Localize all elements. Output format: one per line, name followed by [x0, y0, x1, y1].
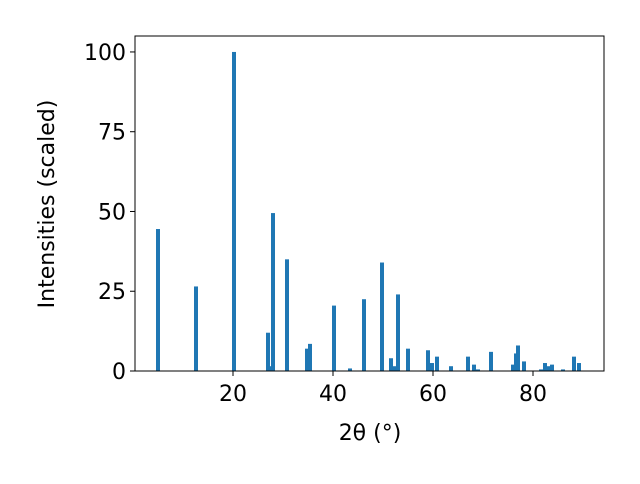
bar: [426, 350, 430, 371]
bar: [547, 366, 551, 371]
x-tick-label: 40: [319, 382, 347, 407]
y-tick-label: 50: [98, 200, 126, 225]
bar: [305, 348, 309, 371]
bar: [392, 366, 396, 371]
bar: [539, 369, 543, 371]
y-tick-label: 100: [84, 41, 126, 66]
bar: [516, 345, 520, 371]
bar: [156, 229, 160, 371]
x-tick-label: 60: [419, 382, 447, 407]
y-tick-label: 25: [98, 280, 126, 305]
x-tick-label: 20: [219, 382, 247, 407]
y-tick-label: 0: [112, 360, 126, 385]
bar: [396, 294, 400, 371]
bar: [522, 361, 526, 371]
bar: [472, 364, 476, 371]
bar: [232, 51, 236, 371]
bar: [389, 358, 393, 371]
bar: [285, 259, 289, 371]
bar: [476, 369, 480, 371]
bar: [362, 299, 366, 371]
bar: [430, 363, 434, 371]
y-tick-label: 75: [98, 121, 126, 146]
y-axis-label: Intensities (scaled): [35, 100, 60, 309]
bar: [348, 368, 352, 371]
bar: [449, 366, 453, 371]
bar: [511, 364, 515, 371]
bar: [577, 363, 581, 371]
x-axis-label: 2θ (°): [339, 421, 402, 446]
bar: [435, 356, 439, 371]
x-tick-label: 80: [519, 382, 547, 407]
bar: [194, 286, 198, 371]
bar: [550, 364, 554, 371]
bar: [543, 363, 547, 371]
bar: [268, 366, 272, 371]
bar: [489, 351, 493, 371]
bar: [266, 332, 270, 371]
bar: [572, 356, 576, 371]
bar: [466, 356, 470, 371]
bar: [406, 348, 410, 371]
bar: [308, 343, 312, 371]
bar: [332, 305, 336, 371]
plot-frame: [134, 35, 605, 372]
bar: [271, 213, 275, 371]
bar: [380, 262, 384, 371]
bar: [561, 369, 565, 371]
